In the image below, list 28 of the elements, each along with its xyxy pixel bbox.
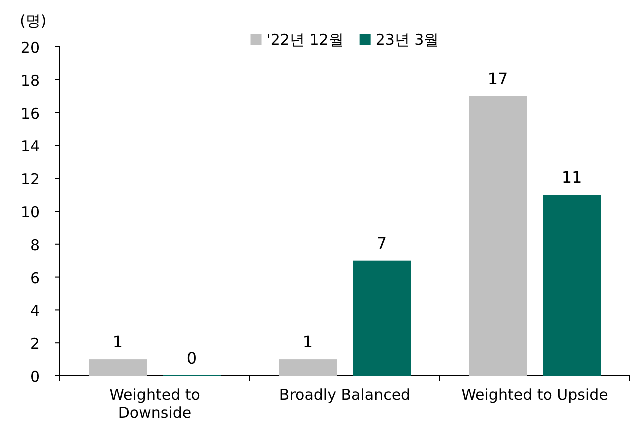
bar <box>89 360 147 376</box>
y-tick-label: 18 <box>20 72 40 90</box>
y-tick-label: 12 <box>20 170 40 189</box>
bar <box>469 96 527 376</box>
x-tick-label: Broadly Balanced <box>279 386 411 404</box>
bar <box>353 260 411 376</box>
y-tick-label: 14 <box>20 138 40 156</box>
data-label: 17 <box>488 69 508 88</box>
y-tick-label: 0 <box>30 368 40 386</box>
data-label: 7 <box>376 234 388 253</box>
x-tick-label: Weighted to Downside <box>110 386 200 422</box>
y-tick-label: 20 <box>20 39 40 57</box>
bar <box>543 195 601 376</box>
data-label: 0 <box>186 349 198 368</box>
y-tick-label: 10 <box>20 204 40 222</box>
y-tick-label: 6 <box>30 269 40 288</box>
bar <box>279 360 337 376</box>
y-tick-label: 2 <box>30 335 40 354</box>
y-tick-label: 4 <box>30 302 40 320</box>
legend-label: 23년 3월 <box>376 31 440 49</box>
y-tick-label: 16 <box>20 104 40 123</box>
y-axis-title: (명) <box>20 12 47 30</box>
data-label: 1 <box>302 332 314 352</box>
x-tick-label: Weighted to Upside <box>462 386 608 404</box>
data-label: 1 <box>112 332 124 352</box>
legend-label: '22년 12월 <box>266 31 344 49</box>
y-tick-label: 8 <box>30 236 40 254</box>
data-label: 11 <box>562 168 582 188</box>
